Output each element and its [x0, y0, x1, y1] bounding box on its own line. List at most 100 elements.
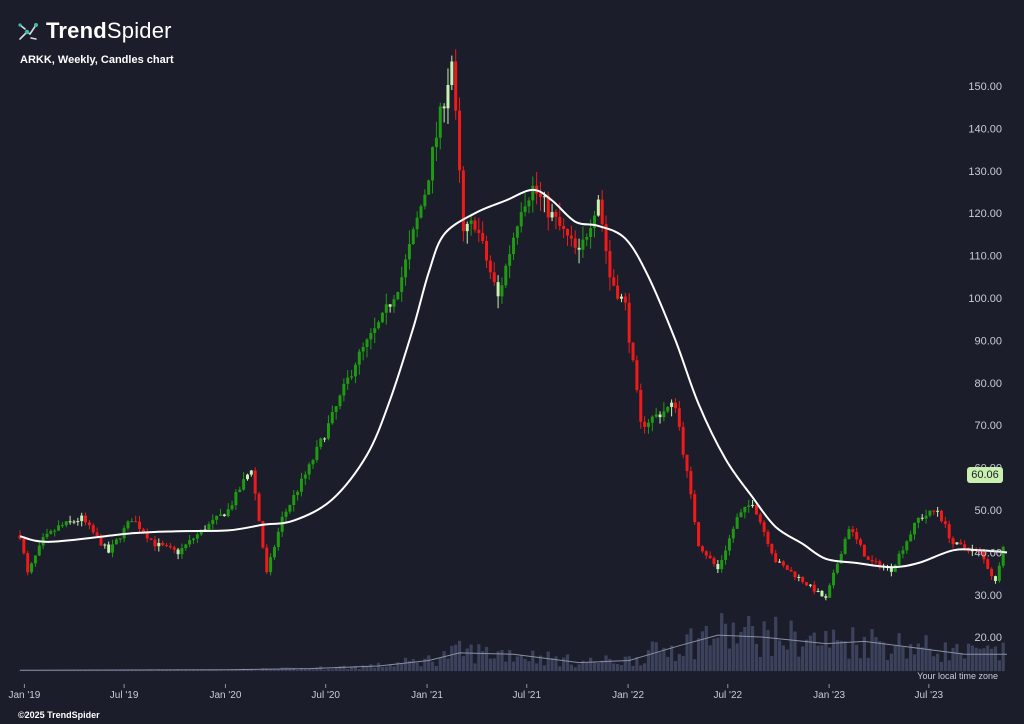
candle — [64, 521, 68, 526]
candle — [916, 517, 920, 523]
volume-bar — [419, 666, 423, 672]
volume-bar — [562, 657, 566, 672]
volume-bar — [523, 658, 527, 672]
volume-bar — [438, 658, 442, 672]
candle — [581, 239, 585, 250]
candle — [330, 411, 334, 424]
y-tick-label: 70.00 — [974, 420, 1002, 432]
candle — [342, 383, 346, 396]
candle — [465, 223, 469, 232]
volume-bar — [388, 663, 392, 672]
candle — [735, 517, 739, 529]
candle — [677, 408, 681, 427]
volume-bar — [400, 662, 404, 672]
volume-bar — [299, 667, 304, 672]
candle — [350, 376, 354, 378]
volume-bar — [774, 616, 778, 672]
volume-bar — [303, 668, 307, 672]
candle — [959, 542, 963, 545]
volume-bar — [342, 665, 346, 672]
candle — [438, 106, 442, 138]
candle — [720, 559, 724, 570]
volume-bar — [951, 647, 955, 672]
candle — [377, 322, 381, 329]
candle — [558, 216, 562, 226]
volume-bar — [616, 663, 620, 672]
candle — [207, 524, 211, 531]
volume-bar — [862, 636, 866, 672]
volume-bar — [658, 652, 662, 672]
volume-bar — [839, 640, 843, 672]
candle — [851, 529, 855, 532]
timezone-note[interactable]: Your local time zone — [917, 671, 998, 681]
candle — [893, 564, 897, 572]
volume-bar — [666, 657, 670, 672]
candle — [631, 342, 635, 361]
volume-bar — [878, 641, 882, 672]
volume-bar — [820, 645, 824, 672]
x-tick-label: Jul '20 — [311, 690, 340, 701]
brand-name-light: Spider — [106, 18, 172, 43]
volume-bar — [770, 655, 774, 672]
volume-bar — [296, 669, 300, 672]
volume-bar — [974, 647, 978, 672]
volume-bar — [928, 648, 932, 672]
volume-average-line — [19, 634, 1007, 671]
volume-bar — [153, 670, 157, 672]
candle — [801, 576, 805, 583]
volume-bar — [56, 670, 61, 672]
candle — [870, 559, 874, 562]
candle — [573, 238, 577, 248]
candle — [396, 292, 400, 300]
volume-bar — [49, 670, 53, 672]
candle — [596, 199, 600, 216]
candle — [781, 561, 785, 566]
volume-bar — [577, 664, 581, 672]
candle — [500, 285, 504, 297]
volume-bar — [199, 669, 203, 672]
candle — [619, 296, 623, 299]
candle — [666, 406, 670, 412]
candle — [458, 110, 462, 171]
volume-bar — [685, 634, 689, 672]
candle — [689, 471, 693, 495]
trendspider-logo-icon — [18, 23, 38, 40]
volume-bar — [635, 657, 639, 672]
candle — [693, 494, 697, 523]
volume-bar — [739, 632, 743, 672]
candle — [111, 544, 115, 553]
candle — [296, 491, 300, 496]
volume-bar — [330, 669, 334, 672]
candle — [920, 517, 924, 519]
volume-bar — [60, 670, 65, 672]
volume-bar — [496, 651, 500, 672]
candle — [592, 215, 596, 228]
volume-bar — [461, 656, 465, 672]
volume-bar — [801, 646, 805, 672]
candle — [604, 224, 608, 252]
volume-bar — [955, 643, 959, 672]
volume-bar — [631, 665, 635, 672]
volume-bar — [650, 641, 654, 672]
candle — [469, 220, 473, 224]
candle — [654, 414, 658, 417]
volume-bar — [180, 670, 184, 672]
volume-bar — [804, 639, 809, 672]
volume-bar — [654, 642, 658, 672]
candle — [909, 534, 913, 542]
candle — [766, 531, 770, 544]
volume-bar — [307, 668, 311, 672]
candle — [816, 591, 820, 593]
candle — [897, 553, 901, 565]
x-tick-label: Jan '22 — [612, 690, 644, 701]
candle — [249, 470, 253, 475]
volume-bar — [473, 663, 477, 672]
volume-bar — [766, 630, 770, 672]
candle — [238, 489, 242, 492]
volume-bar — [542, 665, 546, 672]
candle — [461, 170, 465, 232]
volume-bar — [238, 670, 242, 672]
candle — [550, 212, 554, 218]
volume-bar — [369, 664, 373, 672]
